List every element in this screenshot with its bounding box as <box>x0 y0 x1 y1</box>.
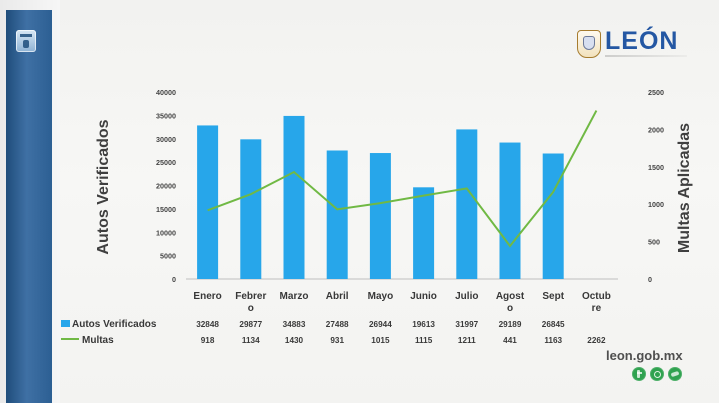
left-y-tick-label: 25000 <box>156 158 176 167</box>
left-y-tick-label: 0 <box>172 275 176 284</box>
x-category-label: Sept <box>542 291 564 302</box>
table-multas-value: 1430 <box>285 336 304 345</box>
left-y-tick-label: 20000 <box>156 182 176 191</box>
twitter-icon[interactable] <box>668 367 682 381</box>
left-y-tick-label: 15000 <box>156 205 176 214</box>
table-multas-value: 1163 <box>544 336 562 345</box>
table-autos-value: 26944 <box>369 320 392 329</box>
left-y-tick-label: 5000 <box>160 252 176 261</box>
city-shield-icon <box>577 30 601 58</box>
logo-divider <box>605 55 687 57</box>
bar-autos-verificados <box>326 150 348 279</box>
table-autos-value: 29189 <box>499 320 522 329</box>
right-y-tick-label: 1500 <box>648 163 664 172</box>
right-axis-title: Multas Aplicadas <box>676 123 693 253</box>
bar-autos-verificados <box>542 153 564 279</box>
left-y-tick-label: 40000 <box>156 88 176 97</box>
x-category-label: Febrer <box>235 291 266 302</box>
bar-autos-verificados <box>413 187 435 279</box>
bar-autos-verificados <box>197 125 219 279</box>
x-category-label: Marzo <box>280 291 309 302</box>
x-category-label: Enero <box>193 291 221 302</box>
x-category-label: o <box>248 303 254 314</box>
table-multas-value: 1134 <box>242 336 260 345</box>
legend-bar-swatch <box>61 320 70 327</box>
table-multas-value: 1115 <box>415 336 433 345</box>
left-axis-title: Autos Verificados <box>95 119 112 254</box>
x-category-label: Octub <box>582 291 611 302</box>
bar-autos-verificados <box>240 139 262 279</box>
table-autos-value: 26845 <box>542 320 565 329</box>
table-autos-value: 27488 <box>326 320 349 329</box>
x-category-label: Mayo <box>368 291 394 302</box>
legend-bar-label: Autos Verificados <box>72 319 157 330</box>
right-y-tick-label: 0 <box>648 275 652 284</box>
bar-autos-verificados <box>456 129 478 279</box>
x-category-label: re <box>592 303 602 314</box>
right-y-tick-label: 2000 <box>648 125 664 134</box>
facebook-icon[interactable] <box>632 367 646 381</box>
table-multas-value: 1015 <box>371 336 390 345</box>
table-autos-value: 19613 <box>412 320 435 329</box>
x-category-label: Julio <box>455 291 478 302</box>
right-y-tick-label: 1000 <box>648 200 664 209</box>
table-multas-value: 918 <box>201 336 215 345</box>
bar-autos-verificados <box>499 142 521 279</box>
x-category-label: Abril <box>326 291 349 302</box>
table-multas-value: 2262 <box>587 336 606 345</box>
table-autos-value: 34883 <box>283 320 306 329</box>
municipal-seal-icon <box>16 30 36 52</box>
x-category-label: Junio <box>410 291 437 302</box>
right-y-tick-label: 500 <box>648 238 660 247</box>
line-multas <box>207 110 598 248</box>
table-autos-value: 32848 <box>196 320 219 329</box>
bar-autos-verificados <box>369 153 391 279</box>
legend-line-label: Multas <box>82 335 114 346</box>
instagram-icon[interactable] <box>650 367 664 381</box>
city-logo: LEÓN <box>577 24 689 66</box>
x-category-label: o <box>507 303 513 314</box>
table-multas-value: 1211 <box>458 336 476 345</box>
city-name: LEÓN <box>605 27 679 55</box>
website-url[interactable]: leon.gob.mx <box>606 348 683 363</box>
x-category-label: Agost <box>496 291 525 302</box>
left-y-tick-label: 35000 <box>156 111 176 120</box>
left-y-tick-label: 30000 <box>156 135 176 144</box>
table-multas-value: 931 <box>330 336 344 345</box>
right-y-tick-label: 2500 <box>648 88 664 97</box>
left-sidebar <box>6 10 52 403</box>
bar-autos-verificados <box>283 115 305 280</box>
table-autos-value: 31997 <box>455 320 478 329</box>
table-multas-value: 441 <box>503 336 517 345</box>
left-y-tick-label: 10000 <box>156 228 176 237</box>
table-autos-value: 29877 <box>239 320 262 329</box>
